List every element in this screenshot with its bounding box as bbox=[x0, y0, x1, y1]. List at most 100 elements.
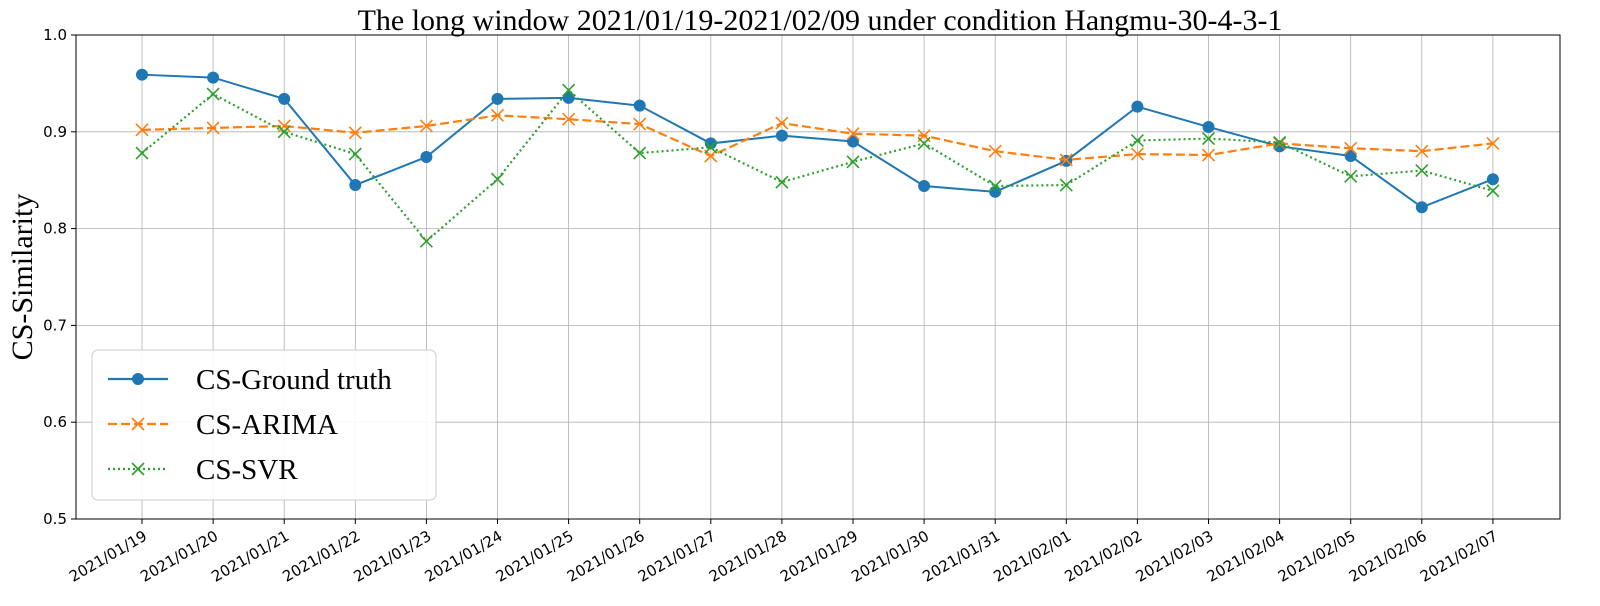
data-point bbox=[1415, 201, 1428, 214]
data-point bbox=[633, 117, 647, 131]
data-point bbox=[206, 87, 220, 101]
data-point bbox=[419, 234, 433, 248]
data-point bbox=[775, 129, 788, 142]
data-point bbox=[1059, 178, 1073, 192]
data-point bbox=[988, 144, 1002, 158]
x-tick-label: 2021/02/04 bbox=[1204, 527, 1288, 586]
data-point bbox=[1059, 153, 1073, 167]
x-tick-label: 2021/01/30 bbox=[848, 527, 932, 586]
legend-entry: CS-Ground truth bbox=[108, 364, 392, 396]
data-point bbox=[278, 92, 291, 105]
legend-label: CS-Ground truth bbox=[196, 364, 392, 396]
x-tick-label: 2021/01/19 bbox=[66, 527, 150, 586]
data-point bbox=[1201, 148, 1216, 162]
data-point bbox=[277, 125, 291, 139]
chart-title: The long window 2021/01/19-2021/02/09 un… bbox=[358, 4, 1283, 37]
y-tick-label: 0.7 bbox=[43, 316, 67, 334]
legend-entry: CS-SVR bbox=[108, 454, 298, 486]
data-point bbox=[1130, 147, 1144, 161]
data-point bbox=[277, 119, 291, 133]
data-point bbox=[207, 71, 220, 84]
data-point bbox=[989, 185, 1002, 198]
data-point bbox=[348, 147, 362, 161]
data-point bbox=[490, 172, 505, 186]
data-point bbox=[562, 83, 576, 97]
data-point bbox=[420, 150, 433, 163]
x-tick-label: 2021/01/27 bbox=[635, 527, 719, 586]
data-point bbox=[1486, 136, 1500, 150]
data-point bbox=[846, 127, 860, 141]
data-point bbox=[348, 126, 362, 140]
plot-area-frame bbox=[75, 34, 1561, 520]
data-point bbox=[349, 179, 362, 192]
data-point bbox=[1486, 173, 1499, 186]
x-tick-label: 2021/02/03 bbox=[1133, 527, 1217, 586]
x-tick-label: 2021/01/22 bbox=[279, 527, 363, 586]
x-tick-label: 2021/01/24 bbox=[422, 527, 506, 586]
x-axis-ticks: 2021/01/192021/01/202021/01/212021/01/22… bbox=[66, 519, 1501, 586]
data-point bbox=[1486, 184, 1500, 198]
legend-label: CS-ARIMA bbox=[196, 409, 338, 441]
data-point bbox=[918, 180, 931, 193]
x-tick-label: 2021/01/28 bbox=[706, 527, 790, 586]
data-point bbox=[704, 137, 717, 150]
data-point bbox=[419, 119, 433, 133]
legend: CS-Ground truth CS-ARIMA CS-SVR bbox=[91, 349, 437, 501]
data-point bbox=[988, 179, 1002, 193]
x-tick-label: 2021/02/02 bbox=[1062, 527, 1146, 586]
y-tick-label: 0.6 bbox=[43, 413, 67, 431]
data-point bbox=[1273, 135, 1287, 150]
data-point bbox=[1344, 169, 1358, 183]
series-line bbox=[141, 114, 1494, 161]
x-tick-label: 2021/01/31 bbox=[919, 527, 1003, 586]
x-tick-label: 2021/01/29 bbox=[777, 527, 861, 586]
data-point bbox=[846, 155, 860, 169]
data-point bbox=[775, 175, 789, 189]
series-line bbox=[141, 88, 1494, 243]
data-point bbox=[1130, 133, 1144, 148]
x-tick-label: 2021/01/26 bbox=[564, 527, 648, 586]
data-point bbox=[633, 99, 646, 112]
data-point bbox=[206, 121, 220, 135]
x-tick-label: 2021/02/06 bbox=[1346, 527, 1430, 586]
data-point bbox=[917, 136, 931, 150]
data-point bbox=[1415, 163, 1429, 178]
x-tick-label: 2021/02/07 bbox=[1417, 527, 1501, 586]
legend-marker bbox=[132, 373, 144, 385]
data-point bbox=[491, 92, 504, 105]
data-point bbox=[1344, 150, 1357, 162]
y-tick-label: 0.9 bbox=[43, 123, 67, 141]
data-point bbox=[562, 91, 575, 104]
y-axis-ticks: 0.5 0.6 0.7 0.8 0.9 1.0 bbox=[43, 26, 76, 528]
x-tick-label: 2021/01/21 bbox=[208, 527, 292, 586]
data-point bbox=[633, 146, 647, 160]
x-tick-label: 2021/01/25 bbox=[493, 527, 577, 586]
data-point bbox=[704, 140, 718, 154]
legend-marker bbox=[131, 417, 145, 431]
y-tick-label: 1.0 bbox=[43, 26, 67, 44]
series-group bbox=[135, 68, 1500, 248]
x-tick-label: 2021/02/05 bbox=[1275, 527, 1359, 586]
y-tick-label: 0.5 bbox=[43, 510, 67, 528]
legend-label: CS-SVR bbox=[196, 454, 298, 486]
legend-box bbox=[91, 349, 437, 501]
data-point bbox=[490, 108, 505, 122]
data-point bbox=[1344, 141, 1358, 155]
series-3 bbox=[135, 83, 1500, 248]
data-point bbox=[135, 123, 149, 137]
y-tick-label: 0.8 bbox=[43, 220, 67, 238]
x-tick-label: 2021/01/20 bbox=[137, 527, 221, 586]
data-point bbox=[136, 68, 148, 81]
legend-marker bbox=[131, 462, 145, 476]
data-point bbox=[775, 116, 789, 130]
data-point bbox=[1131, 100, 1144, 113]
data-point bbox=[1202, 120, 1215, 133]
y-axis-label: CS-Similarity bbox=[6, 194, 39, 361]
data-point bbox=[562, 112, 576, 126]
series-line bbox=[141, 73, 1494, 209]
series-1 bbox=[136, 68, 1499, 214]
data-point bbox=[1201, 132, 1216, 146]
x-tick-label: 2021/02/01 bbox=[990, 527, 1074, 586]
data-point bbox=[1415, 144, 1429, 158]
